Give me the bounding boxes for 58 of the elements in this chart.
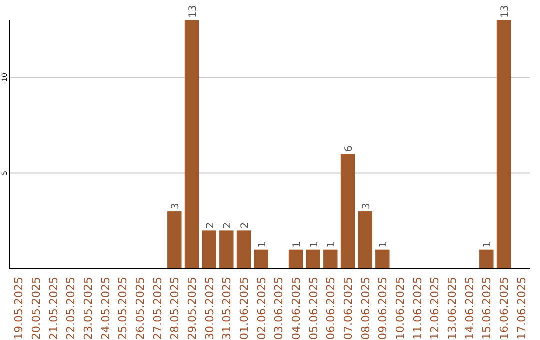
x-tick-label: 31.05.2025 <box>220 277 234 340</box>
bar <box>306 250 320 269</box>
x-tick-label: 26.05.2025 <box>134 277 147 340</box>
bar <box>480 250 494 269</box>
data-label: 2 <box>222 222 234 229</box>
data-label: 3 <box>361 203 372 210</box>
x-tick-label: 12.06.2025 <box>428 277 442 340</box>
bar <box>324 250 338 269</box>
data-label: 3 <box>170 203 182 210</box>
x-tick-label: 24.05.2025 <box>99 277 112 340</box>
data-label: 13 <box>500 5 511 18</box>
data-label: 1 <box>482 241 494 248</box>
x-tick-label: 15.06.2025 <box>480 277 494 340</box>
x-tick-label: 30.05.2025 <box>203 277 216 340</box>
data-label: 1 <box>378 241 390 248</box>
x-tick-label: 03.06.2025 <box>272 277 286 340</box>
x-tick-label: 17.06.2025 <box>515 277 528 340</box>
bar <box>184 20 200 269</box>
data-label: 2 <box>240 222 251 229</box>
x-tick-label: 28.05.2025 <box>168 277 182 340</box>
x-tick-label: 16.06.2025 <box>498 277 511 340</box>
x-tick-label: 29.05.2025 <box>186 277 199 340</box>
x-tick-label: 27.05.2025 <box>151 277 164 340</box>
x-tick-label: 14.06.2025 <box>463 277 476 340</box>
x-tick-label: 22.05.2025 <box>64 277 78 340</box>
bar <box>220 230 234 269</box>
data-label: 1 <box>309 241 320 248</box>
data-label: 1 <box>292 241 303 248</box>
data-label: 13 <box>188 5 199 18</box>
bar <box>254 250 268 269</box>
x-tick-label: 19.05.2025 <box>12 277 26 340</box>
bar <box>288 250 304 269</box>
x-tick-label: 08.06.2025 <box>359 277 372 340</box>
x-tick-label: 07.06.2025 <box>342 277 355 340</box>
x-tick-label: 25.05.2025 <box>116 277 130 340</box>
x-tick-label: 01.06.2025 <box>238 277 251 340</box>
x-tick-label: 05.06.2025 <box>307 277 320 340</box>
x-tick-label: 10.06.2025 <box>394 277 407 340</box>
bar <box>496 20 512 269</box>
x-tick-label: 21.05.2025 <box>47 277 60 340</box>
data-label: 2 <box>205 222 216 229</box>
x-tick-label: 11.06.2025 <box>411 277 424 340</box>
data-label: 1 <box>326 241 338 248</box>
data-label: 1 <box>257 241 268 248</box>
x-tick-label: 02.06.2025 <box>255 277 268 340</box>
x-tick-label: 04.06.2025 <box>290 277 303 340</box>
bar <box>168 212 182 269</box>
bar <box>376 250 390 269</box>
x-tick-label: 23.05.2025 <box>82 277 95 340</box>
bar <box>340 154 356 269</box>
data-label: 6 <box>344 146 355 152</box>
x-tick-label: 20.05.2025 <box>30 277 43 340</box>
x-tick-label: 06.06.2025 <box>324 277 338 340</box>
bar <box>236 230 252 269</box>
bar <box>358 212 372 269</box>
x-tick-label: 13.06.2025 <box>446 277 459 340</box>
bar <box>202 230 216 269</box>
x-tick-label: 09.06.2025 <box>376 277 390 340</box>
